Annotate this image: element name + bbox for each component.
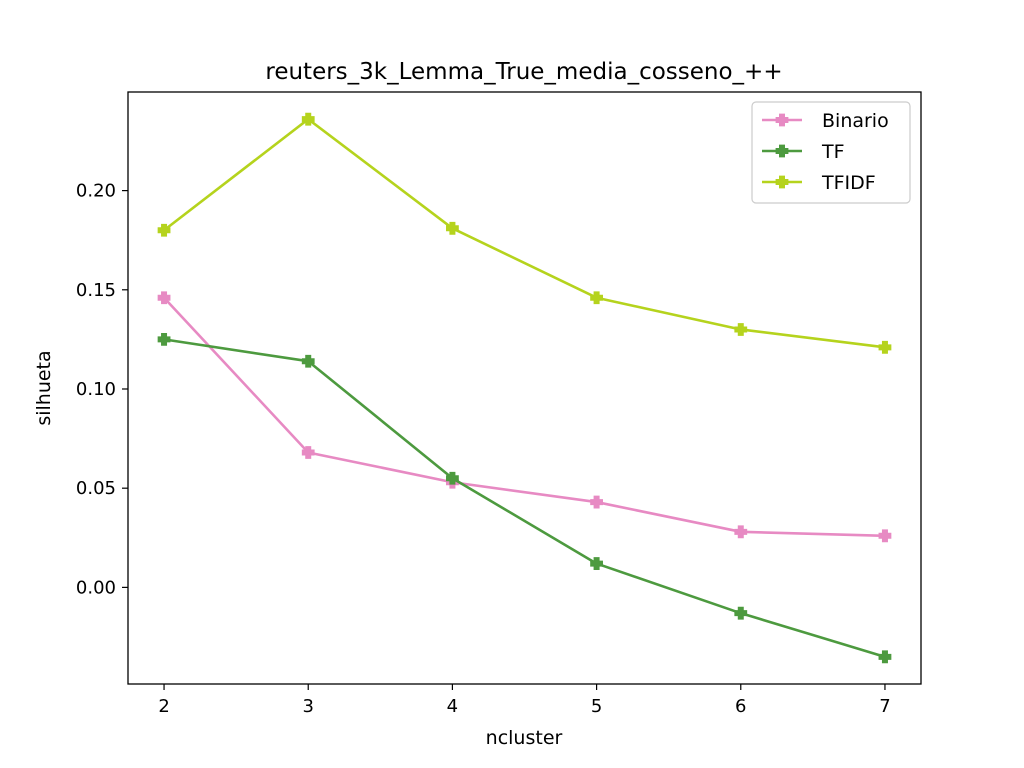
series-layer bbox=[157, 112, 892, 664]
legend-item-tfidf: TFIDF bbox=[762, 172, 876, 194]
legend-item-binario: Binario bbox=[762, 110, 889, 132]
legend-item-tf: TF bbox=[762, 141, 845, 163]
data-point-tfidf bbox=[301, 112, 315, 126]
data-point-tf bbox=[590, 557, 603, 570]
data-point-binario bbox=[734, 525, 748, 539]
series-tf bbox=[157, 332, 892, 664]
legend-label-tfidf: TFIDF bbox=[821, 172, 876, 194]
data-point-tfidf bbox=[157, 223, 171, 237]
data-point-tf bbox=[157, 332, 171, 346]
y-tick-label: 0.15 bbox=[76, 280, 116, 301]
y-tick-label: 0.20 bbox=[76, 181, 116, 202]
data-point-binario bbox=[157, 291, 171, 305]
y-axis: 0.00 0.05 0.10 0.15 0.20 bbox=[76, 181, 128, 598]
data-point-tfidf bbox=[446, 221, 459, 235]
x-axis-label: ncluster bbox=[486, 727, 563, 749]
x-tick-label: 5 bbox=[591, 696, 602, 717]
series-line-binario bbox=[163, 296, 885, 538]
data-point-tfidf bbox=[878, 340, 892, 354]
y-tick-label: 0.10 bbox=[76, 379, 116, 400]
series-line-tfidf bbox=[163, 117, 886, 349]
y-axis-label: silhueta bbox=[33, 350, 55, 425]
x-tick-label: 3 bbox=[303, 696, 314, 717]
data-point-binario bbox=[590, 495, 603, 509]
data-point-binario bbox=[878, 529, 892, 543]
data-point-tf bbox=[734, 606, 748, 620]
series-line-tf bbox=[163, 338, 886, 659]
x-tick-label: 2 bbox=[158, 696, 169, 717]
data-point-binario bbox=[301, 446, 315, 459]
x-axis: 2 3 4 5 6 7 bbox=[158, 684, 891, 717]
legend: Binario TF TFIDF bbox=[751, 101, 911, 204]
data-point-tf bbox=[301, 354, 315, 368]
x-tick-label: 6 bbox=[735, 696, 746, 717]
y-tick-label: 0.00 bbox=[76, 577, 116, 598]
data-point-tf bbox=[878, 650, 892, 664]
data-point-tfidf bbox=[590, 291, 603, 305]
legend-marker-tf bbox=[775, 144, 789, 158]
legend-marker-binario bbox=[775, 113, 789, 127]
legend-label-binario: Binario bbox=[822, 110, 889, 132]
data-point-tfidf bbox=[734, 323, 748, 336]
series-binario bbox=[157, 291, 892, 543]
legend-label-tf: TF bbox=[821, 141, 845, 163]
legend-box bbox=[751, 101, 911, 204]
x-tick-label: 7 bbox=[879, 696, 890, 717]
y-tick-label: 0.05 bbox=[76, 478, 116, 499]
x-tick-label: 4 bbox=[447, 696, 458, 717]
legend-marker-tfidf bbox=[775, 175, 789, 189]
series-tfidf bbox=[157, 112, 892, 354]
data-point-tf bbox=[446, 471, 459, 485]
plot-area bbox=[127, 91, 922, 685]
chart-title: reuters_3k_Lemma_True_media_cosseno_++ bbox=[265, 59, 782, 85]
